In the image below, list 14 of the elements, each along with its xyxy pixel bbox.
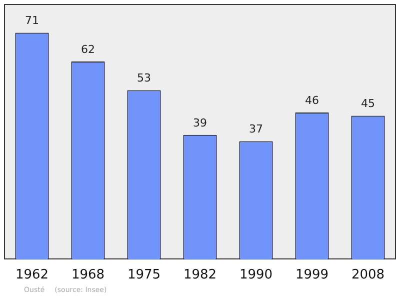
data-label: 37 xyxy=(249,122,263,136)
x-tick-label: 1968 xyxy=(71,268,105,283)
data-label: 62 xyxy=(81,42,95,56)
x-tick-label: 2008 xyxy=(351,268,385,283)
data-label: 39 xyxy=(193,116,207,130)
x-tick-label: 1990 xyxy=(239,268,273,283)
data-label: 46 xyxy=(305,94,319,107)
x-tick-label: 1999 xyxy=(295,268,329,283)
data-label: 45 xyxy=(361,97,375,110)
x-tick-label: 1982 xyxy=(183,268,217,283)
data-label: 71 xyxy=(25,14,39,28)
x-tick-label: 1962 xyxy=(15,268,49,283)
x-tick-label: 1975 xyxy=(127,268,161,283)
data-label: 53 xyxy=(137,72,151,85)
